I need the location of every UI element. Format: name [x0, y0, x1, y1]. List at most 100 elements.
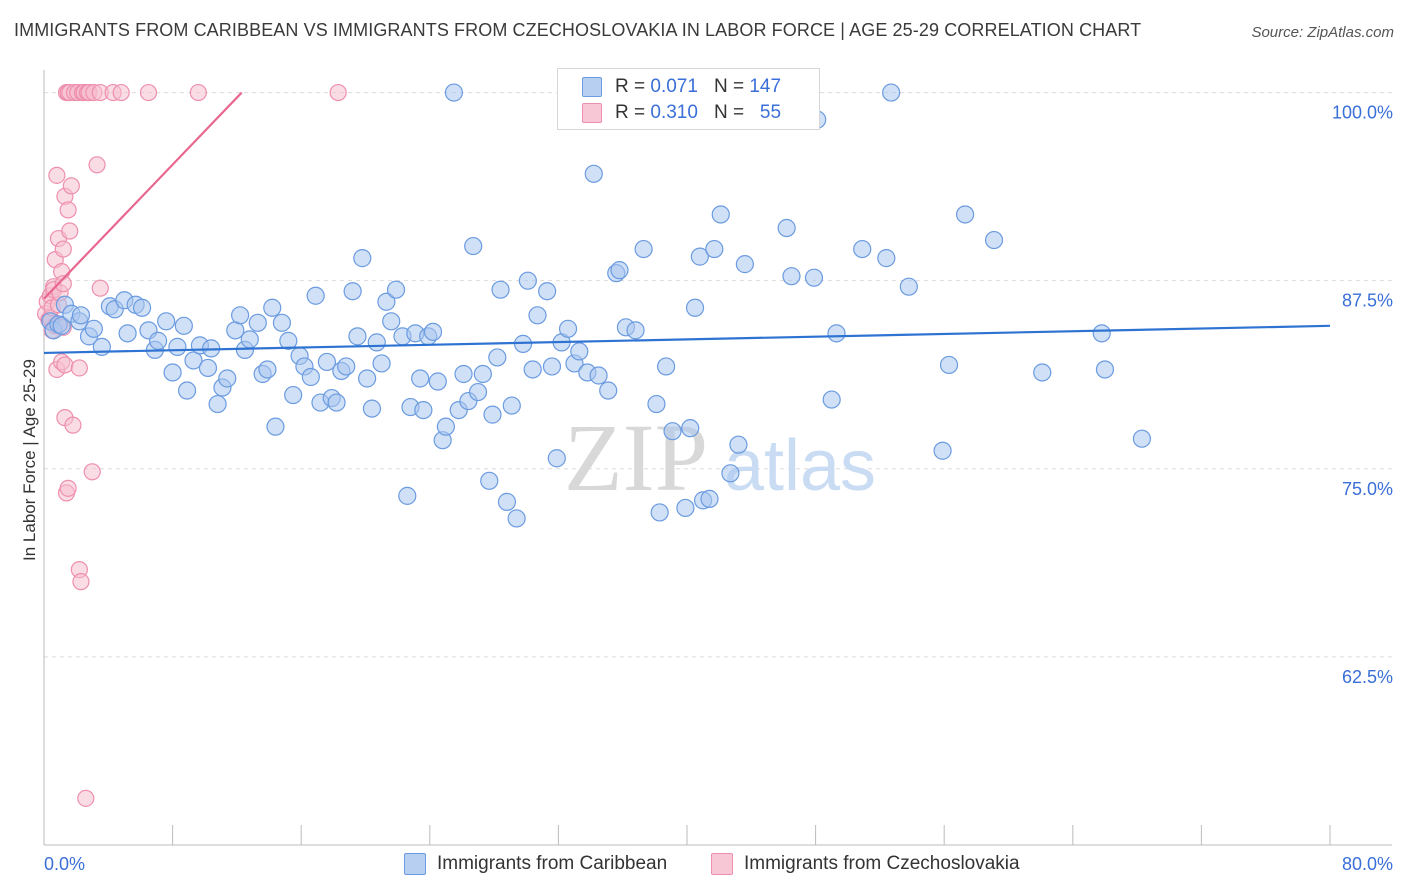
czech-point: [59, 201, 77, 219]
caribbean-point: [348, 327, 367, 346]
caribbean-point: [343, 282, 362, 301]
caribbean-point: [822, 390, 841, 409]
caribbean-point: [231, 306, 250, 325]
caribbean-point: [584, 164, 603, 183]
caribbean-point: [984, 230, 1004, 250]
correlation-legend: R = 0.071 N = 147 R = 0.310 N = 55: [557, 68, 820, 130]
caribbean-point: [266, 417, 285, 436]
legend-row-czech: R = 0.310 N = 55: [582, 102, 781, 124]
caribbean-point: [804, 268, 824, 287]
caribbean-point: [507, 509, 526, 528]
legend-n-label: N =: [713, 102, 745, 123]
caribbean-point: [547, 449, 566, 468]
caribbean-point: [386, 280, 406, 299]
czech-swatch-icon: [582, 103, 602, 123]
watermark: ZIP atlas: [564, 404, 876, 511]
caribbean-point: [118, 324, 137, 343]
caribbean-point: [248, 313, 267, 332]
caribbean-point: [382, 312, 401, 331]
caribbean-point: [502, 396, 521, 415]
caribbean-point: [362, 399, 382, 418]
caribbean-point: [853, 239, 872, 259]
caribbean-point: [491, 280, 510, 299]
legend-n-label: N =: [713, 76, 745, 97]
czech-point: [83, 463, 101, 481]
caribbean-point: [877, 249, 896, 268]
caribbean-r-value: 0.071: [650, 76, 698, 97]
caribbean-point: [301, 367, 320, 387]
caribbean-point: [1092, 324, 1111, 343]
caribbean-point: [317, 352, 337, 372]
caribbean-point: [721, 464, 740, 483]
caribbean-point: [177, 381, 197, 400]
axes: [43, 70, 1392, 846]
czech-point: [64, 416, 82, 434]
bottom-legend-czech[interactable]: Immigrants from Czechoslovakia: [711, 852, 1020, 876]
caribbean-point: [589, 366, 608, 385]
caribbean-point: [676, 498, 695, 518]
czech-points: [37, 83, 347, 807]
caribbean-point: [423, 322, 443, 341]
caribbean-trend-line: [43, 324, 1331, 355]
y-tick-label: 87.5%: [1342, 291, 1393, 311]
caribbean-n-value: 147: [749, 76, 782, 97]
czech-point: [54, 240, 72, 258]
caribbean-point: [279, 331, 298, 350]
caribbean-point: [163, 363, 182, 382]
x-tick-label-min: 0.0%: [44, 854, 85, 874]
caribbean-point: [933, 441, 952, 460]
caribbean-point: [258, 360, 277, 379]
bottom-legend-caribbean[interactable]: Immigrants from Caribbean: [404, 852, 667, 876]
caribbean-point: [468, 382, 488, 402]
caribbean-point: [272, 313, 292, 332]
caribbean-point: [149, 331, 168, 350]
caribbean-swatch-icon: [582, 77, 602, 97]
caribbean-legend-swatch-icon: [404, 853, 426, 875]
caribbean-point: [473, 364, 492, 384]
caribbean-point: [827, 324, 846, 343]
y-tick-label: 100.0%: [1332, 103, 1393, 123]
gridlines: [44, 92, 1392, 658]
caribbean-point: [735, 255, 754, 274]
caribbean-legend-label: Immigrants from Caribbean: [437, 853, 668, 874]
caribbean-point: [558, 319, 578, 338]
caribbean-point: [398, 486, 417, 505]
legend-r-label: R =: [615, 76, 646, 97]
caribbean-point: [647, 394, 666, 414]
legend-r-label: R =: [615, 102, 646, 123]
caribbean-point: [663, 422, 682, 441]
caribbean-point: [71, 306, 91, 325]
czech-point: [139, 83, 158, 102]
caribbean-point: [690, 247, 709, 266]
legend-row-caribbean: R = 0.071 N = 147: [582, 76, 781, 98]
caribbean-point: [454, 364, 473, 384]
caribbean-point: [528, 306, 547, 325]
czech-legend-label: Immigrants from Czechoslovakia: [744, 853, 1020, 874]
caribbean-point: [372, 354, 391, 373]
caribbean-point: [599, 381, 618, 400]
czech-point: [77, 789, 95, 807]
czech-point: [56, 356, 74, 374]
caribbean-point: [570, 342, 589, 361]
czech-point: [54, 275, 72, 293]
caribbean-point: [650, 503, 669, 522]
czech-point: [62, 177, 80, 195]
caribbean-point: [284, 385, 303, 405]
watermark-atlas: atlas: [724, 426, 876, 506]
caribbean-point: [84, 319, 103, 338]
caribbean-point: [168, 337, 187, 356]
czech-point: [329, 83, 347, 102]
caribbean-point: [428, 372, 447, 391]
czech-legend-swatch-icon: [711, 853, 733, 875]
caribbean-point: [610, 261, 629, 280]
caribbean-point: [444, 83, 464, 102]
caribbean-point: [377, 292, 396, 311]
caribbean-point: [899, 277, 918, 296]
caribbean-point: [634, 239, 653, 259]
caribbean-point: [184, 351, 203, 370]
caribbean-point: [538, 282, 557, 301]
caribbean-point: [685, 298, 705, 317]
source-label: Source: ZipAtlas.com: [1251, 24, 1394, 41]
caribbean-point: [955, 205, 975, 224]
caribbean-point: [729, 435, 748, 454]
